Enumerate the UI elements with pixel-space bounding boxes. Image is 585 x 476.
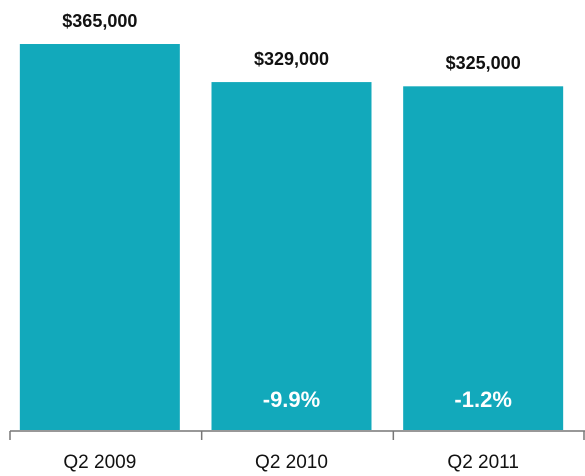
bar <box>211 82 372 431</box>
bar <box>19 44 180 430</box>
change-label: -1.2% <box>454 387 511 412</box>
change-label: -9.9% <box>263 387 320 412</box>
value-label: $329,000 <box>254 49 329 69</box>
x-tick-label: Q2 2011 <box>447 452 518 473</box>
value-label: $365,000 <box>62 11 137 31</box>
bar <box>403 86 564 430</box>
value-label: $325,000 <box>446 53 521 73</box>
x-tick-label: Q2 2009 <box>63 452 136 473</box>
x-tick-label: Q2 2010 <box>255 452 328 473</box>
